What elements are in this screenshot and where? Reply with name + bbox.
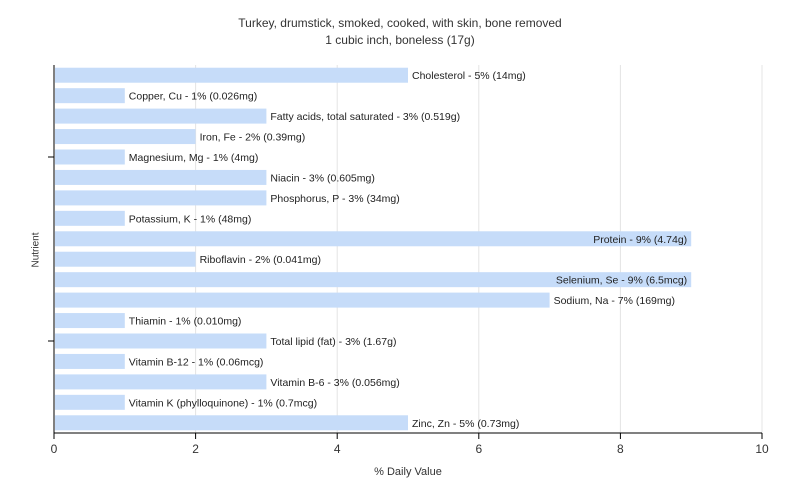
x-axis-label: % Daily Value [374, 466, 442, 478]
data-label: Iron, Fe - 2% (0.39mg) [200, 132, 306, 144]
x-tick-label: 4 [334, 442, 341, 456]
bar [55, 149, 125, 165]
bar [55, 169, 267, 185]
bar [55, 231, 692, 247]
bar [55, 129, 196, 145]
data-label: Copper, Cu - 1% (0.026mg) [129, 91, 257, 103]
bar [55, 374, 267, 390]
data-label: Selenium, Se - 9% (6.5mcg) [556, 275, 687, 287]
bar [55, 313, 125, 329]
bar [55, 190, 267, 206]
bar [55, 210, 125, 226]
bar [55, 251, 196, 267]
bar [55, 272, 692, 288]
bar [55, 394, 125, 410]
data-label: Vitamin B-6 - 3% (0.056mg) [270, 377, 399, 389]
bar [55, 292, 550, 308]
chart-title: Turkey, drumstick, smoked, cooked, with … [238, 16, 562, 30]
bar [55, 88, 125, 104]
data-label: Vitamin K (phylloquinone) - 1% (0.7mcg) [129, 397, 317, 409]
data-label: Sodium, Na - 7% (169mg) [554, 295, 675, 307]
data-label: Cholesterol - 5% (14mg) [412, 70, 526, 82]
data-label: Niacin - 3% (0.605mg) [270, 172, 374, 184]
data-label: Fatty acids, total saturated - 3% (0.519… [270, 111, 460, 123]
data-label: Protein - 9% (4.74g) [593, 234, 687, 246]
data-label: Magnesium, Mg - 1% (4mg) [129, 152, 259, 164]
x-tick-label: 10 [755, 442, 769, 456]
data-label: Total lipid (fat) - 3% (1.67g) [270, 336, 396, 348]
x-tick-label: 8 [617, 442, 624, 456]
data-label: Thiamin - 1% (0.010mg) [129, 316, 242, 328]
x-tick-label: 0 [51, 442, 58, 456]
data-label: Vitamin B-12 - 1% (0.06mcg) [129, 356, 264, 368]
bar [55, 108, 267, 124]
bar [55, 353, 125, 369]
x-tick-label: 2 [192, 442, 199, 456]
bar [55, 67, 408, 83]
data-label: Riboflavin - 2% (0.041mg) [200, 254, 321, 266]
data-label: Potassium, K - 1% (48mg) [129, 213, 252, 225]
bar [55, 415, 408, 431]
chart-subtitle: 1 cubic inch, boneless (17g) [325, 33, 475, 47]
data-label: Zinc, Zn - 5% (0.73mg) [412, 418, 519, 430]
bar [55, 333, 267, 349]
x-tick-label: 6 [475, 442, 482, 456]
data-label: Phosphorus, P - 3% (34mg) [270, 193, 399, 205]
